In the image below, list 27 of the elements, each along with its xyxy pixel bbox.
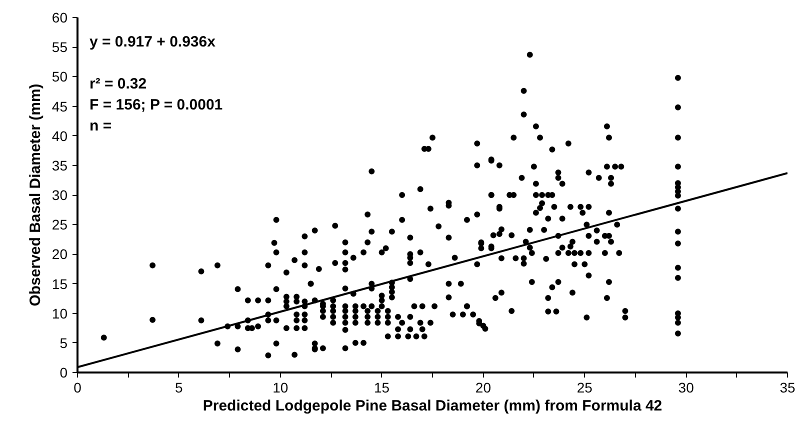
- y-tick-label: 55: [52, 39, 68, 56]
- y-tick-label: 10: [52, 305, 68, 322]
- y-tick-label: 40: [52, 128, 68, 144]
- x-tick-label: 20: [475, 380, 492, 396]
- x-tick-label: 5: [175, 380, 184, 396]
- x-tick-label: 25: [576, 380, 593, 396]
- y-tick-label: 25: [52, 216, 68, 233]
- annotation: r² = 0.32: [90, 76, 147, 92]
- y-axis-title: Observed Basal Diameter (mm): [26, 84, 44, 306]
- y-tick-label: 50: [52, 68, 68, 85]
- x-tick-label: 0: [74, 380, 82, 396]
- x-axis-title: Predicted Lodgepole Pine Basal Diameter (mm) from Formula 42: [202, 398, 662, 414]
- annotation: y = 0.917 + 0.936x: [90, 34, 216, 50]
- y-tick-label: 5: [60, 334, 68, 351]
- y-tick-label: 60: [52, 10, 68, 26]
- annotation: n =: [90, 118, 112, 134]
- y-tick-label: 30: [52, 187, 68, 203]
- x-tick-label: 30: [678, 380, 694, 396]
- annotation: F = 156; P = 0.0001: [90, 96, 223, 114]
- y-tick-label: 20: [52, 246, 68, 262]
- x-tick-label: 35: [780, 380, 796, 396]
- y-tick-label: 15: [52, 276, 68, 292]
- y-tick-label: 0: [60, 364, 68, 380]
- x-tick-label: 10: [272, 380, 288, 396]
- y-tick-label: 45: [52, 98, 68, 114]
- y-tick-label: 35: [52, 157, 68, 174]
- x-tick-label: 15: [374, 380, 390, 396]
